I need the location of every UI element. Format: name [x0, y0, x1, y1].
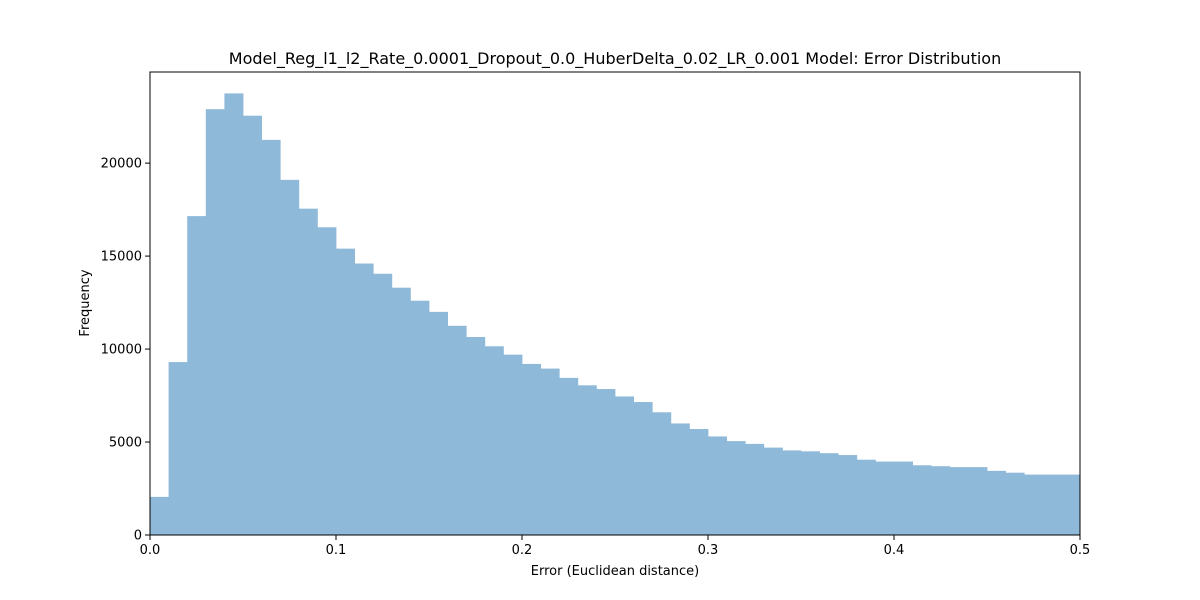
histogram-bar [168, 362, 188, 535]
histogram-bar [503, 354, 523, 535]
histogram-bar [875, 461, 895, 535]
histogram-bar [856, 459, 876, 535]
histogram-bar [1042, 474, 1062, 535]
histogram-bar [410, 300, 430, 535]
histogram-bar [1024, 474, 1044, 535]
histogram-bar [838, 455, 858, 535]
histogram-bar [689, 429, 709, 535]
y-tick-label: 20000 [101, 157, 142, 172]
histogram-bar [633, 402, 653, 535]
histogram-bar [484, 346, 504, 535]
histogram-bar [373, 273, 393, 535]
histogram-bar [429, 311, 448, 535]
x-tick-label: 0.0 [140, 543, 161, 558]
histogram-bar [596, 389, 616, 535]
histogram-bar [726, 441, 746, 535]
histogram-bar [205, 109, 225, 535]
histogram-bar [894, 461, 913, 535]
histogram-bar [559, 377, 579, 535]
histogram-bar [577, 385, 597, 535]
histogram-bar [261, 139, 281, 535]
histogram-bar [391, 287, 411, 535]
x-axis-label: Error (Euclidean distance) [531, 564, 699, 579]
histogram-bar [745, 443, 765, 535]
histogram-bar [317, 227, 337, 535]
y-axis-label: Frequency [78, 269, 93, 336]
histogram-bar [615, 396, 634, 535]
histogram-bar [298, 208, 318, 535]
histogram-bar [763, 447, 783, 535]
x-tick-label: 0.5 [1070, 543, 1091, 558]
y-tick-label: 5000 [109, 436, 142, 451]
histogram-bar [782, 450, 802, 535]
histogram-bar [522, 363, 541, 535]
histogram-bar [912, 465, 932, 535]
histogram-bar [540, 368, 560, 535]
x-tick-label: 0.3 [698, 543, 719, 558]
histogram-bar [1005, 472, 1025, 535]
y-tick-label: 10000 [101, 343, 142, 358]
histogram-bar [243, 115, 262, 536]
x-tick-label: 0.1 [326, 543, 347, 558]
x-tick-label: 0.2 [512, 543, 533, 558]
histogram-bar [336, 248, 355, 535]
histogram-bar [931, 466, 951, 535]
plot-frame [149, 71, 1081, 536]
histogram-bar [708, 436, 727, 535]
histogram-bar [968, 467, 988, 535]
histogram-bar [150, 496, 169, 535]
histogram-bar [801, 451, 820, 535]
x-axis-ticks: 0.0 0.1 0.2 0.3 0.4 0.5 [140, 535, 1091, 558]
histogram-bar [224, 93, 244, 535]
histogram-bar [466, 336, 486, 535]
histogram-bar [949, 467, 969, 535]
histogram-bar [652, 412, 672, 535]
chart-title: Model_Reg_l1_l2_Rate_0.0001_Dropout_0.0_… [229, 49, 1001, 69]
y-tick-label: 0 [134, 529, 142, 544]
histogram-bar [1061, 474, 1081, 535]
y-tick-label: 15000 [101, 250, 142, 265]
histogram-bar [187, 216, 207, 535]
histogram-bar [819, 453, 839, 535]
histogram-bar [987, 470, 1006, 535]
x-tick-label: 0.4 [884, 543, 905, 558]
histogram-bar [670, 423, 690, 535]
histogram-bar [354, 263, 374, 535]
bars [150, 93, 1081, 536]
histogram-bar [447, 325, 467, 535]
y-axis-ticks: 0 5000 10000 15000 20000 [101, 157, 150, 544]
histogram-bar [280, 179, 300, 535]
